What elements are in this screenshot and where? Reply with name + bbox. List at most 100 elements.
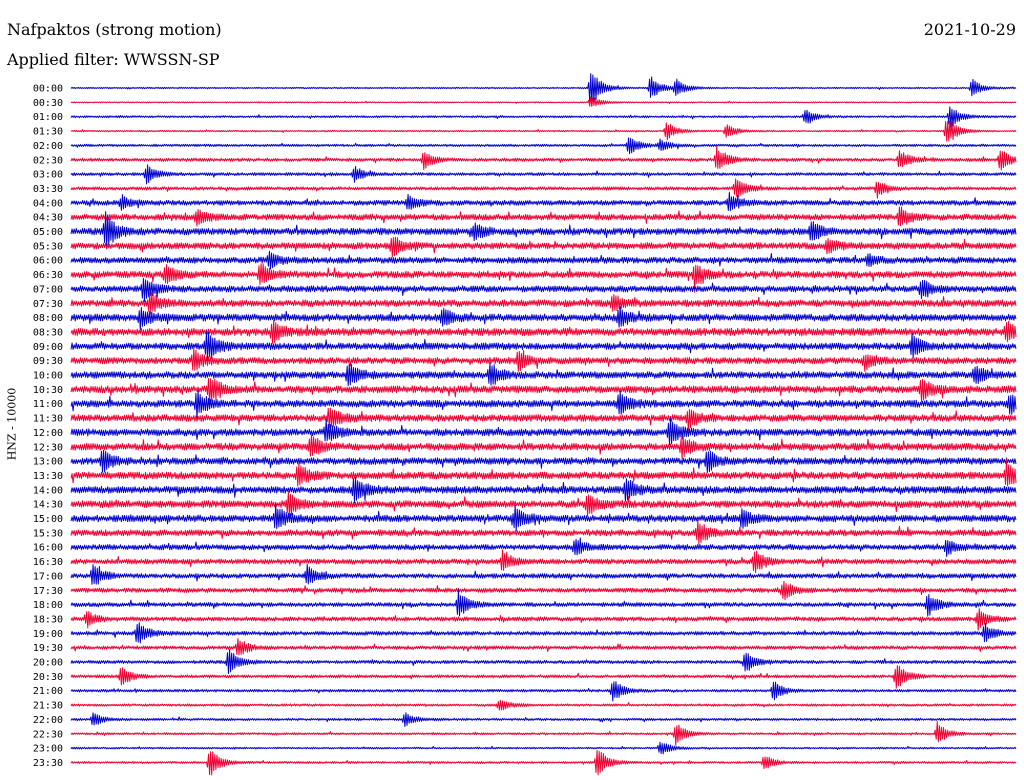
time-tick-label: 22:30 [33, 729, 63, 740]
trace-line [70, 681, 1017, 702]
trace-line [70, 390, 1017, 420]
date-label: 2021-10-29 [923, 20, 1016, 39]
time-tick-label: 01:30 [33, 127, 63, 138]
time-tick-label: 16:30 [33, 557, 63, 568]
trace-line [70, 712, 1017, 728]
trace-line [70, 106, 1017, 128]
trace-line [70, 263, 1017, 293]
trace-line [70, 721, 1017, 746]
trace-line [70, 519, 1017, 545]
trace-line [70, 137, 1017, 155]
time-tick-label: 11:30 [33, 414, 63, 425]
time-tick-label: 17:00 [33, 571, 63, 582]
time-tick-label: 10:30 [33, 385, 63, 396]
trace-line [70, 164, 1017, 185]
trace-line [70, 749, 1017, 776]
trace-line [70, 291, 1017, 314]
trace-line [70, 649, 1017, 675]
trace-line [70, 699, 1017, 711]
time-tick-label: 03:00 [33, 170, 63, 181]
time-tick-label: 06:30 [33, 270, 63, 281]
time-tick-label: 21:30 [33, 701, 63, 712]
trace-line [70, 362, 1017, 387]
time-tick-label: 00:00 [33, 84, 63, 95]
trace-line [70, 178, 1017, 199]
time-tick-label: 01:00 [33, 112, 63, 123]
time-tick-label: 07:00 [33, 284, 63, 295]
time-tick-label: 09:30 [33, 356, 63, 367]
trace-line [70, 476, 1017, 504]
trace-line [70, 211, 1017, 249]
trace-line [70, 236, 1017, 258]
station-title: Nafpaktos (strong motion) [7, 20, 222, 39]
trace-line [70, 741, 1017, 755]
time-tick-label: 19:30 [33, 643, 63, 654]
trace-area [70, 73, 1017, 776]
time-tick-label: 14:00 [33, 485, 63, 496]
time-tick-label: 19:00 [33, 629, 63, 640]
trace-line [70, 637, 1017, 656]
trace-line [70, 378, 1017, 406]
time-tick-label: 10:00 [33, 371, 63, 382]
time-tick-label: 15:30 [33, 528, 63, 539]
time-tick-label: 12:30 [33, 442, 63, 453]
filter-label: Applied filter: WWSSN-SP [7, 50, 220, 69]
trace-line [70, 622, 1017, 644]
trace-line [70, 347, 1017, 372]
time-tick-label: 13:30 [33, 471, 63, 482]
time-tick-label: 15:00 [33, 514, 63, 525]
trace-line [70, 417, 1017, 446]
time-tick-label: 20:00 [33, 658, 63, 669]
time-tick-label: 04:00 [33, 198, 63, 209]
time-tick-label: 08:30 [33, 327, 63, 338]
trace-line [70, 191, 1017, 212]
trace-line [70, 73, 1017, 106]
time-tick-label: 03:30 [33, 184, 63, 195]
time-tick-label: 11:00 [33, 399, 63, 410]
time-tick-label: 06:00 [33, 256, 63, 267]
trace-line [70, 458, 1017, 487]
trace-line [70, 563, 1017, 585]
trace-line [70, 665, 1017, 689]
trace-line [70, 503, 1017, 532]
time-tick-label: 12:00 [33, 428, 63, 439]
trace-line [70, 407, 1017, 432]
trace-line [70, 206, 1017, 227]
trace-line [70, 449, 1017, 474]
time-tick-label: 13:00 [33, 457, 63, 468]
time-tick-label: 00:30 [33, 98, 63, 109]
trace-line [70, 278, 1017, 302]
time-tick-label: 07:30 [33, 299, 63, 310]
time-tick-label: 22:00 [33, 715, 63, 726]
trace-line [70, 608, 1017, 631]
trace-line [70, 145, 1017, 171]
time-tick-label: 14:30 [33, 500, 63, 511]
time-tick-label: 05:00 [33, 227, 63, 238]
trace-line [70, 589, 1017, 617]
time-tick-label: 18:00 [33, 600, 63, 611]
time-tick-label: 20:30 [33, 672, 63, 683]
trace-line [70, 537, 1017, 558]
time-tick-label: 08:00 [33, 313, 63, 324]
trace-line [70, 319, 1017, 344]
trace-line [70, 120, 1017, 142]
trace-line [70, 580, 1017, 601]
time-tick-label: 09:00 [33, 342, 63, 353]
time-tick-label: 05:30 [33, 241, 63, 252]
time-label-column: 00:00 00:30 01:00 01:30 02:00 02:30 03:00 03:30… [33, 84, 63, 769]
time-tick-label: 21:00 [33, 686, 63, 697]
time-tick-label: 04:30 [33, 213, 63, 224]
trace-line [70, 330, 1017, 361]
trace-line [70, 306, 1017, 331]
time-tick-label: 17:30 [33, 586, 63, 597]
time-tick-label: 18:30 [33, 614, 63, 625]
time-tick-label: 16:00 [33, 543, 63, 554]
time-tick-label: 23:00 [33, 744, 63, 755]
time-tick-label: 02:00 [33, 141, 63, 152]
trace-line [70, 250, 1017, 270]
trace-line [70, 549, 1017, 574]
trace-line [70, 490, 1017, 518]
trace-line [70, 96, 1017, 107]
trace-line [70, 434, 1017, 460]
